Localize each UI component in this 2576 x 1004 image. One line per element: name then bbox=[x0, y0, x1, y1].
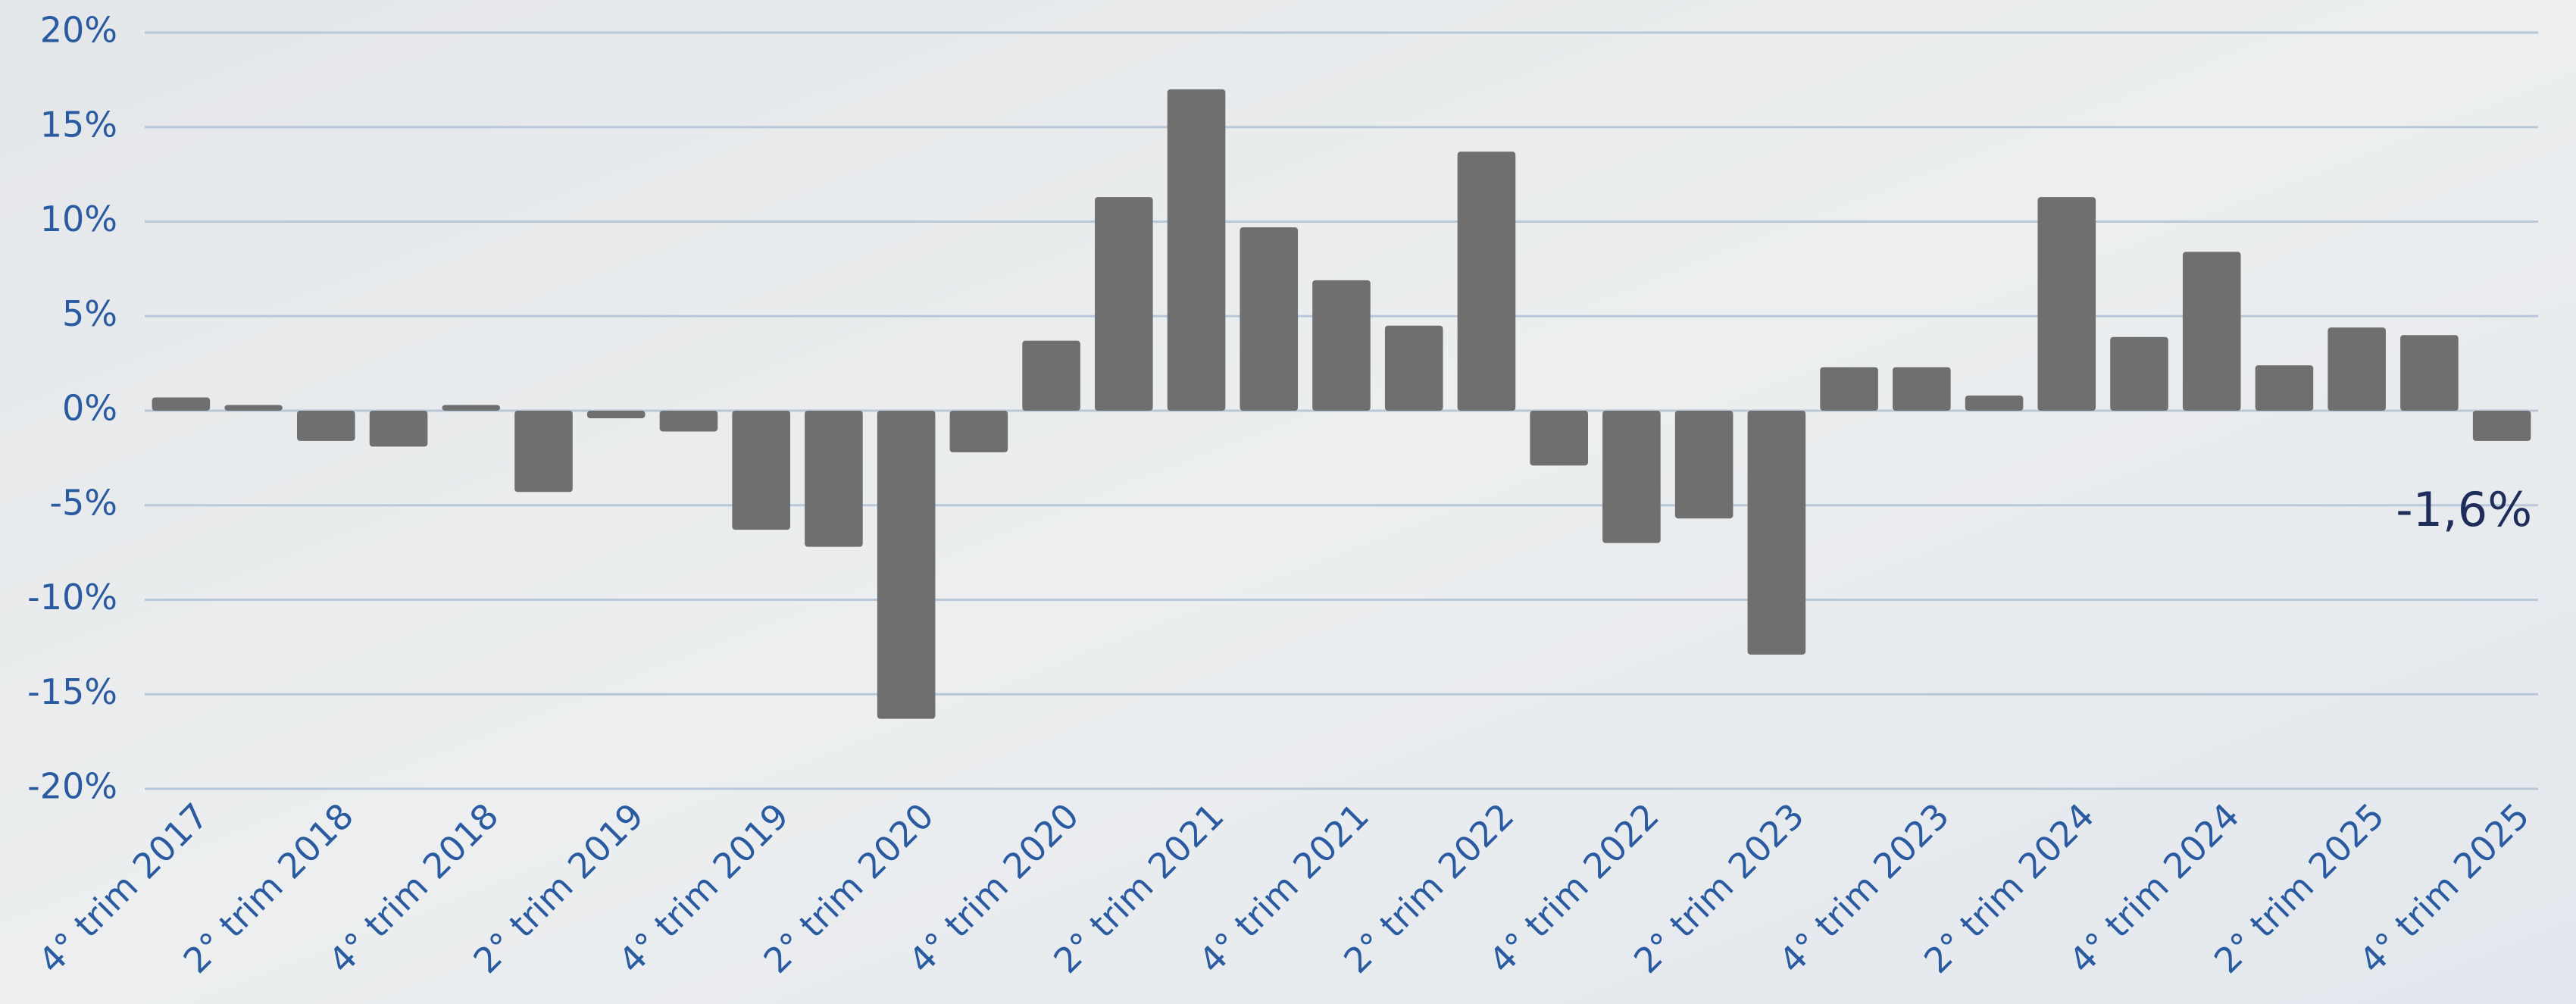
chart: -20%-15%-10%-5%0%5%10%15%20%4° trim 2017… bbox=[0, 0, 2576, 1004]
bar bbox=[224, 405, 283, 411]
bar bbox=[1312, 280, 1371, 411]
bar bbox=[2110, 337, 2168, 411]
y-tick-label: 10% bbox=[40, 199, 117, 239]
bar bbox=[2037, 197, 2096, 411]
bar bbox=[297, 411, 355, 441]
bar bbox=[2256, 365, 2314, 411]
bar bbox=[950, 411, 1008, 452]
bar bbox=[1458, 152, 1516, 411]
value-label: -1,6% bbox=[2396, 482, 2532, 537]
y-tick-label: -5% bbox=[49, 482, 117, 523]
bar bbox=[1602, 411, 1661, 543]
bar bbox=[442, 405, 500, 411]
y-tick-label: 20% bbox=[40, 10, 117, 51]
bar bbox=[2473, 411, 2531, 441]
y-tick-label: -20% bbox=[27, 766, 117, 807]
bar bbox=[1893, 368, 1951, 411]
bar bbox=[152, 398, 211, 411]
bar bbox=[877, 411, 936, 719]
bar bbox=[805, 411, 863, 547]
bar bbox=[1965, 396, 2024, 411]
y-tick-label: 0% bbox=[62, 388, 117, 429]
bar bbox=[732, 411, 790, 530]
bar bbox=[1675, 411, 1733, 518]
page: -20%-15%-10%-5%0%5%10%15%20%4° trim 2017… bbox=[0, 0, 2576, 1004]
bar bbox=[2400, 335, 2459, 411]
bar bbox=[370, 411, 428, 446]
bar bbox=[1168, 89, 1226, 411]
bar bbox=[1240, 227, 1298, 411]
y-tick-label: 5% bbox=[62, 293, 117, 334]
bar bbox=[587, 411, 646, 418]
y-tick-label: 15% bbox=[40, 104, 117, 145]
bar bbox=[1820, 368, 1878, 411]
bar bbox=[1095, 197, 1153, 411]
bar bbox=[660, 411, 718, 431]
bar bbox=[1748, 411, 1806, 655]
bar bbox=[1022, 341, 1080, 411]
y-tick-label: -10% bbox=[27, 577, 117, 618]
bar bbox=[2183, 252, 2241, 411]
bar bbox=[1530, 411, 1588, 465]
bar bbox=[2327, 327, 2386, 411]
y-tick-label: -15% bbox=[27, 671, 117, 712]
bar bbox=[514, 411, 573, 492]
bar bbox=[1385, 326, 1443, 411]
